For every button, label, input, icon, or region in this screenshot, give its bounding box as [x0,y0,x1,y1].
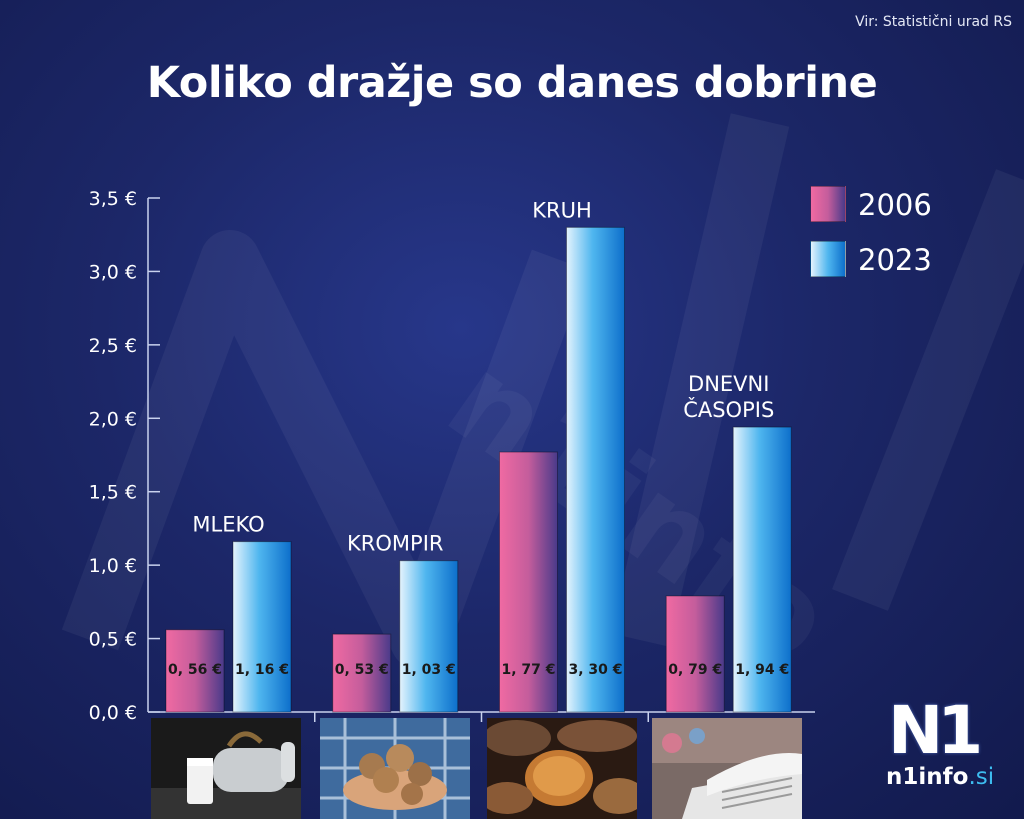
y-tick-label: 2,5 € [89,335,137,357]
bar-2023 [566,226,625,713]
bar-value-label: 0, 53 € [335,662,389,678]
category-label: KRUH [532,198,592,222]
legend-label-2006: 2006 [858,188,932,222]
bar-value-label: 1, 94 € [735,662,789,678]
bar-2023 [399,560,459,713]
logo-name: n1info [886,764,969,790]
logo-mark: N1 [888,692,983,769]
bar-2006 [332,633,392,713]
category-label: KROMPIR [347,532,443,556]
bar-2006 [165,629,225,713]
legend-swatch-2023 [810,241,846,277]
bar-2006 [499,451,558,713]
bar-2006 [665,595,725,713]
bar-value-label: 1, 77 € [501,662,555,678]
bar-value-label: 3, 30 € [568,662,622,678]
n1-logo: N1 n1info.si [880,692,994,798]
logo-suffix: .si [968,764,995,790]
category-label: MLEKO [192,513,264,537]
category-label: DNEVNI [688,372,769,396]
bar-value-label: 0, 79 € [668,662,722,678]
milk-icon [151,718,301,819]
bar-value-label: 0, 56 € [168,662,222,678]
y-tick-label: 0,0 € [89,702,137,724]
logo-text: n1info.si [886,764,994,790]
bar-2023 [732,426,792,713]
bar-value-label: 1, 03 € [402,662,456,678]
source-note: Vir: Statistični urad RS [855,14,1012,30]
category-label: ČASOPIS [683,397,774,422]
chart-title: Koliko dražje so danes dobrine [146,58,878,108]
y-tick-label: 1,5 € [89,482,137,504]
bar-value-label: 1, 16 € [235,662,289,678]
y-tick-label: 3,5 € [89,188,137,210]
y-tick-label: 2,0 € [89,408,137,430]
newspaper-icon [652,718,802,819]
y-tick-label: 3,0 € [89,261,137,283]
potato-icon [320,718,470,819]
y-tick-label: 0,5 € [89,629,137,651]
legend-label-2023: 2023 [858,243,932,277]
legend-swatch-2006 [810,186,846,222]
y-tick-label: 1,0 € [89,555,137,577]
bread-icon [487,718,637,819]
bar-2023 [232,541,292,713]
